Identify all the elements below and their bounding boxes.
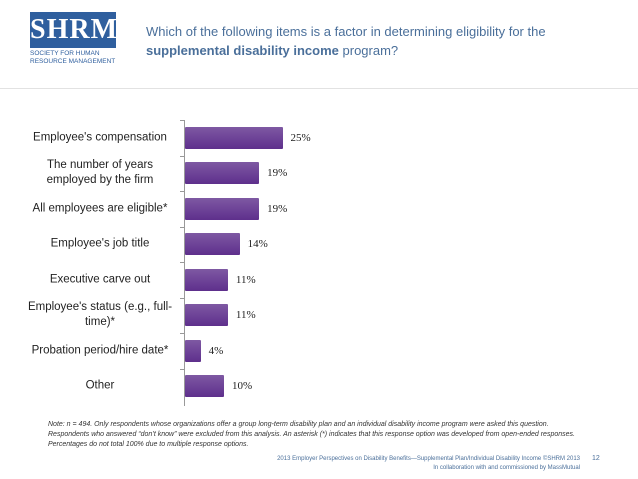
bar xyxy=(185,375,224,398)
value-label: 4% xyxy=(208,344,224,357)
value-label: 11% xyxy=(235,273,256,286)
category-label: The number of years employed by the firm xyxy=(46,159,154,187)
tick xyxy=(180,262,184,263)
category-label: Employee's compensation xyxy=(33,131,167,144)
title-emphasis: supplemental disability income xyxy=(146,43,339,58)
bar xyxy=(185,304,228,327)
logo-subtitle: SOCIETY FOR HUMAN RESOURCE MANAGEMENT xyxy=(30,50,116,65)
title: Which of the following items is a factor… xyxy=(146,22,616,60)
bar xyxy=(185,233,240,256)
bar xyxy=(185,339,201,362)
category-label: Employee's job title xyxy=(50,237,150,250)
credit: In collaboration with and commissioned b… xyxy=(433,465,580,471)
tick xyxy=(180,368,184,370)
tick xyxy=(180,155,184,157)
bar xyxy=(185,268,228,291)
logo: SHRM xyxy=(30,12,117,48)
category-label: All employees are eligible* xyxy=(32,202,168,215)
value-label: 19% xyxy=(267,202,288,215)
category-label: Probation period/hire date* xyxy=(31,344,169,357)
divider xyxy=(0,88,638,89)
tick xyxy=(180,297,184,299)
value-label: 11% xyxy=(235,309,256,322)
category-label: Other xyxy=(85,379,115,392)
tick xyxy=(180,226,184,228)
value-label: 25% xyxy=(290,131,311,144)
title-lead: Which of the following items is a factor… xyxy=(146,24,546,39)
category-label: Employee's status (e.g., full-time)* xyxy=(27,301,173,329)
page-number: 12 xyxy=(592,455,600,462)
value-label: 10% xyxy=(232,380,253,393)
bar xyxy=(185,197,260,220)
bar xyxy=(185,162,260,185)
tick xyxy=(180,120,184,121)
value-label: 19% xyxy=(267,167,288,180)
axis-line xyxy=(184,120,185,406)
category-label: Executive carve out xyxy=(49,273,151,286)
bar xyxy=(185,126,283,149)
source: 2013 Employer Perspectives on Disability… xyxy=(277,456,580,462)
tick xyxy=(180,191,184,192)
note: Note: n = 494. Only respondents whose or… xyxy=(48,421,575,448)
title-end: program? xyxy=(342,43,399,58)
footer-source: 2013 Employer Perspectives on Disability… xyxy=(270,455,580,473)
value-label: 14% xyxy=(247,238,268,251)
tick xyxy=(180,333,184,334)
